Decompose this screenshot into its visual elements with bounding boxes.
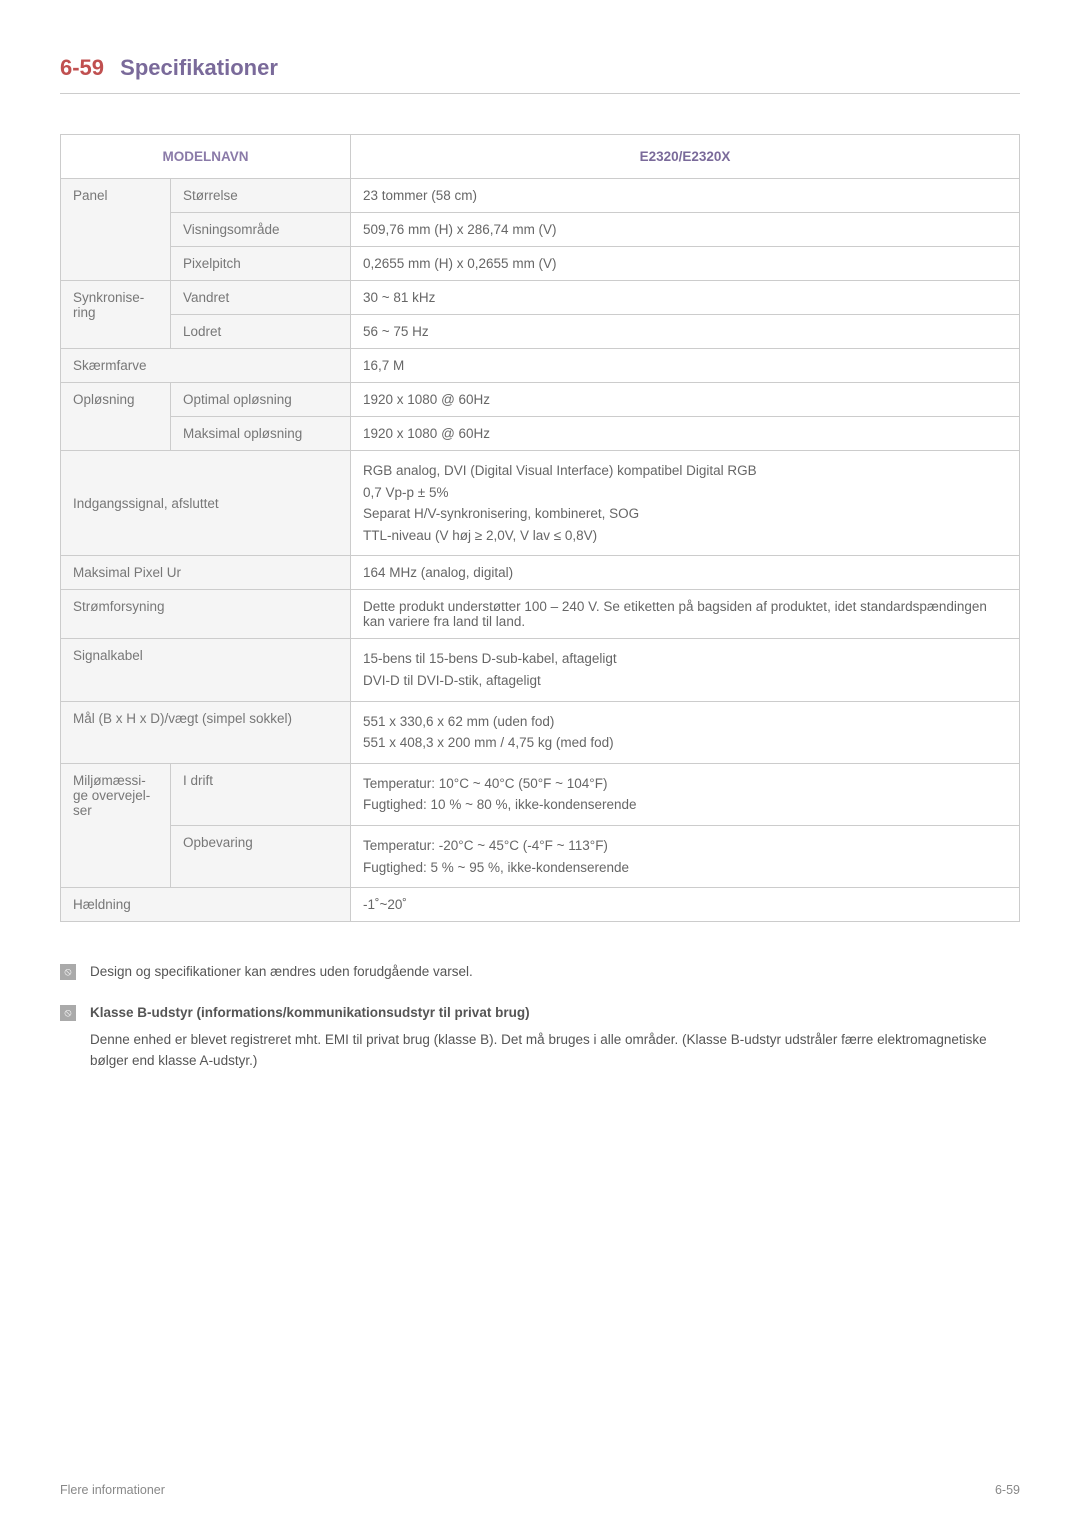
res-max-val: 1920 x 1080 @ 60Hz xyxy=(351,417,1020,451)
panel-size-val: 23 tommer (58 cm) xyxy=(351,179,1020,213)
section-title: 6-59 Specifikationer xyxy=(60,55,1020,94)
input-val: RGB analog, DVI (Digital Visual Interfac… xyxy=(351,451,1020,556)
res-max-label: Maksimal opløsning xyxy=(171,417,351,451)
sync-label: Synkronise-ring xyxy=(61,281,171,349)
cable-label: Signalkabel xyxy=(61,639,351,701)
input-label: Indgangssignal, afsluttet xyxy=(61,451,351,556)
power-val: Dette produkt understøtter 100 – 240 V. … xyxy=(351,590,1020,639)
env-op-label: I drift xyxy=(171,763,351,825)
tilt-val: -1˚~20˚ xyxy=(351,888,1020,922)
dims-label: Mål (B x H x D)/vægt (simpel sokkel) xyxy=(61,701,351,763)
sync-v-val: 56 ~ 75 Hz xyxy=(351,315,1020,349)
note-icon: ⦸ xyxy=(60,964,76,980)
tilt-label: Hældning xyxy=(61,888,351,922)
panel-label: Panel xyxy=(61,179,171,281)
res-label: Opløsning xyxy=(61,383,171,451)
footer: Flere informationer 6-59 xyxy=(60,1483,1020,1497)
note-1-text: Design og specifikationer kan ændres ude… xyxy=(90,962,473,983)
panel-pitch-val: 0,2655 mm (H) x 0,2655 mm (V) xyxy=(351,247,1020,281)
res-opt-val: 1920 x 1080 @ 60Hz xyxy=(351,383,1020,417)
env-st-l1: Temperatur: -20°C ~ 45°C (-4°F ~ 113°F) xyxy=(363,835,1007,857)
note-2-title: Klasse B-udstyr (informations/kommunikat… xyxy=(90,1003,1020,1024)
cable-val: 15-bens til 15-bens D-sub-kabel, aftagel… xyxy=(351,639,1020,701)
footer-left: Flere informationer xyxy=(60,1483,165,1497)
env-op-val: Temperatur: 10°C ~ 40°C (50°F ~ 104°F) F… xyxy=(351,763,1020,825)
panel-area-label: Visningsområde xyxy=(171,213,351,247)
env-label: Miljømæssi-ge overvejel-ser xyxy=(61,763,171,887)
input-l3: Separat H/V-synkronisering, kombineret, … xyxy=(363,503,1007,525)
dims-val: 551 x 330,6 x 62 mm (uden fod) 551 x 408… xyxy=(351,701,1020,763)
env-st-label: Opbevaring xyxy=(171,825,351,887)
env-op-l2: Fugtighed: 10 % ~ 80 %, ikke-kondenseren… xyxy=(363,794,1007,816)
dims-l2: 551 x 408,3 x 200 mm / 4,75 kg (med fod) xyxy=(363,732,1007,754)
sync-v-label: Lodret xyxy=(171,315,351,349)
dims-l1: 551 x 330,6 x 62 mm (uden fod) xyxy=(363,711,1007,733)
env-op-l1: Temperatur: 10°C ~ 40°C (50°F ~ 104°F) xyxy=(363,773,1007,795)
color-label: Skærmfarve xyxy=(61,349,351,383)
specifications-table: MODELNAVN E2320/E2320X Panel Størrelse 2… xyxy=(60,134,1020,922)
pixelclock-val: 164 MHz (analog, digital) xyxy=(351,556,1020,590)
note-icon: ⦸ xyxy=(60,1005,76,1021)
input-l1: RGB analog, DVI (Digital Visual Interfac… xyxy=(363,460,1007,482)
note-2: ⦸ Klasse B-udstyr (informations/kommunik… xyxy=(60,1003,1020,1072)
header-modelname: MODELNAVN xyxy=(61,135,351,179)
footer-right: 6-59 xyxy=(995,1483,1020,1497)
section-heading: Specifikationer xyxy=(120,55,278,80)
cable-l1: 15-bens til 15-bens D-sub-kabel, aftagel… xyxy=(363,648,1007,670)
sync-h-label: Vandret xyxy=(171,281,351,315)
pixelclock-label: Maksimal Pixel Ur xyxy=(61,556,351,590)
sync-h-val: 30 ~ 81 kHz xyxy=(351,281,1020,315)
cable-l2: DVI-D til DVI-D-stik, aftageligt xyxy=(363,670,1007,692)
panel-size-label: Størrelse xyxy=(171,179,351,213)
note-2-body: Denne enhed er blevet registreret mht. E… xyxy=(90,1032,987,1068)
input-l2: 0,7 Vp-p ± 5% xyxy=(363,482,1007,504)
res-opt-label: Optimal opløsning xyxy=(171,383,351,417)
color-val: 16,7 M xyxy=(351,349,1020,383)
note-1: ⦸ Design og specifikationer kan ændres u… xyxy=(60,962,1020,983)
panel-area-val: 509,76 mm (H) x 286,74 mm (V) xyxy=(351,213,1020,247)
section-number: 6-59 xyxy=(60,55,104,80)
env-st-val: Temperatur: -20°C ~ 45°C (-4°F ~ 113°F) … xyxy=(351,825,1020,887)
power-label: Strømforsyning xyxy=(61,590,351,639)
input-l4: TTL-niveau (V høj ≥ 2,0V, V lav ≤ 0,8V) xyxy=(363,525,1007,547)
header-model: E2320/E2320X xyxy=(351,135,1020,179)
panel-pitch-label: Pixelpitch xyxy=(171,247,351,281)
env-st-l2: Fugtighed: 5 % ~ 95 %, ikke-kondenserend… xyxy=(363,857,1007,879)
